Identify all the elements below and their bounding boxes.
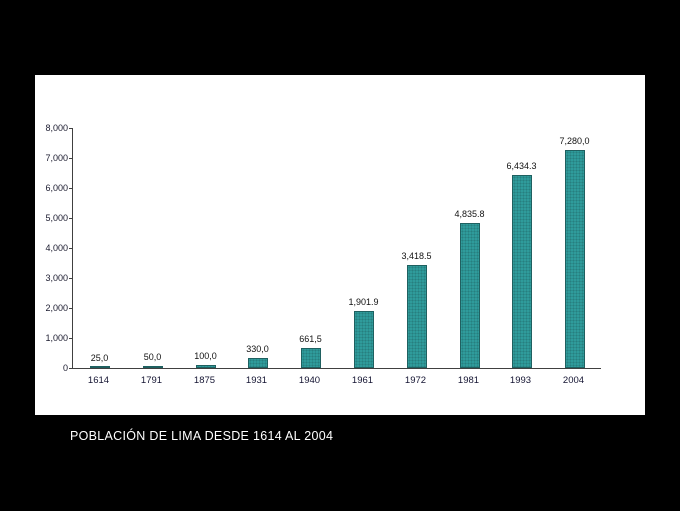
bar-1875 <box>195 365 216 368</box>
bar-1981 <box>459 223 480 368</box>
bar-1931 <box>247 358 268 368</box>
chart-caption: POBLACIÓN DE LIMA DESDE 1614 AL 2004 <box>70 429 334 443</box>
plot-area: 25,0 50,0 100,0 330,0 661,5 1,901.9 3,418.5 4,8… <box>69 128 601 369</box>
x-tick-label-1961: 1961 <box>351 375 374 386</box>
x-tick-label-2004: 2004 <box>562 375 585 386</box>
population-bar-chart: 8,000 7,000 6,000 5,000 4,000 3,000 2,000 1,000… <box>35 75 645 415</box>
y-tick-label: 7,000 <box>45 153 68 163</box>
bar-1961 <box>353 311 374 368</box>
bar-column-1981: 4,835.8 <box>443 128 496 368</box>
bar-1993 <box>511 175 532 368</box>
y-tick-label: 5,000 <box>45 213 68 223</box>
bar-value-label: 25,0 <box>90 353 109 363</box>
x-tick-label-1614: 1614 <box>87 375 110 386</box>
bar-column-1961: 1,901.9 <box>337 128 390 368</box>
y-tick-label: 2,000 <box>45 303 68 313</box>
y-tick-mark <box>69 158 73 159</box>
y-tick-label: 6,000 <box>45 183 68 193</box>
bar-column-1972: 3,418.5 <box>390 128 443 368</box>
bar-value-label: 661,5 <box>299 334 322 344</box>
bar-1972 <box>406 265 427 368</box>
bar-2004 <box>564 150 585 368</box>
y-tick-mark <box>69 278 73 279</box>
y-tick-mark <box>69 248 73 249</box>
chart-panel: 8,000 7,000 6,000 5,000 4,000 3,000 2,000 1,000… <box>35 75 645 415</box>
y-axis-labels: 8,000 7,000 6,000 5,000 4,000 3,000 2,000 1,000… <box>35 124 68 373</box>
bar-value-label: 7,280,0 <box>559 136 590 146</box>
y-tick-label: 0 <box>62 363 68 373</box>
bar-value-label: 50,0 <box>143 352 162 362</box>
y-tick-mark <box>69 128 73 129</box>
x-tick-label-1972: 1972 <box>404 375 427 386</box>
y-tick-mark <box>69 338 73 339</box>
bar-1614 <box>89 366 110 368</box>
bar-value-label: 6,434.3 <box>506 161 537 171</box>
bar-value-label: 1,901.9 <box>348 297 379 307</box>
x-tick-label-1931: 1931 <box>245 375 268 386</box>
bar-column-2004: 7,280,0 <box>548 128 601 368</box>
bar-1940 <box>300 348 321 368</box>
bar-column-1791: 50,0 <box>126 128 179 368</box>
y-tick-label: 8,000 <box>45 123 68 133</box>
bar-column-1940: 661,5 <box>284 128 337 368</box>
y-tick-mark <box>69 188 73 189</box>
bar-value-label: 100,0 <box>194 351 217 361</box>
bar-column-1614: 25,0 <box>73 128 126 368</box>
y-tick-label: 3,000 <box>45 273 68 283</box>
y-tick-label: 4,000 <box>45 243 68 253</box>
y-tick-mark <box>69 368 73 369</box>
x-tick-label-1875: 1875 <box>193 375 216 386</box>
bar-value-label: 330,0 <box>246 344 269 354</box>
bar-column-1931: 330,0 <box>231 128 284 368</box>
bar-column-1875: 100,0 <box>179 128 232 368</box>
y-tick-label: 1,000 <box>45 333 68 343</box>
x-tick-label-1981: 1981 <box>457 375 480 386</box>
x-axis-labels: 1614 1791 1875 1931 1940 1961 1972 1981 1993 2004 <box>72 375 600 389</box>
y-tick-mark <box>69 308 73 309</box>
y-tick-mark <box>69 218 73 219</box>
x-tick-label-1791: 1791 <box>140 375 163 386</box>
bar-column-1993: 6,434.3 <box>495 128 548 368</box>
x-tick-label-1940: 1940 <box>298 375 321 386</box>
bar-value-label: 4,835.8 <box>454 209 485 219</box>
bar-1791 <box>142 366 163 368</box>
bar-value-label: 3,418.5 <box>401 251 432 261</box>
x-tick-label-1993: 1993 <box>509 375 532 386</box>
